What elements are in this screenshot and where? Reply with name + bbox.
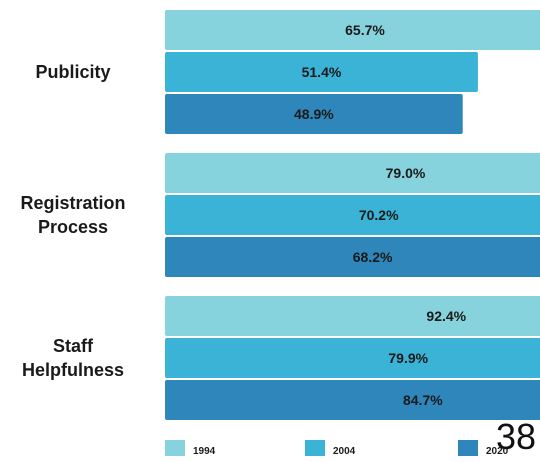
bar-value-label: 92.4% [426,308,466,324]
bar-value-label: 51.4% [302,64,342,80]
category-label: Staff [53,336,94,356]
bar-value-label: 68.2% [353,249,393,265]
bar-value-label: 84.7% [403,392,443,408]
bar [165,195,540,235]
bar-value-label: 79.9% [388,350,428,366]
legend-swatch [305,440,325,456]
legend-swatch [458,440,478,456]
bar-value-label: 70.2% [359,207,399,223]
legend-label: 2004 [333,446,356,457]
bar-value-label: 79.0% [386,165,426,181]
bar [165,52,478,92]
legend-label: 2020 [486,446,509,457]
category-label: Publicity [35,62,110,82]
bar-value-label: 48.9% [294,106,334,122]
bar-value-label: 65.7% [345,22,385,38]
legend-label: 1994 [193,446,216,457]
bar [165,153,540,193]
bar [165,94,463,134]
category-label: Process [38,217,108,237]
bar [165,237,540,277]
page-number: 38 [495,416,536,457]
legend-swatch [165,440,185,456]
bar [165,10,540,50]
category-label: Helpfulness [22,360,124,380]
bar [165,296,540,336]
bar [165,380,540,420]
bar [165,338,540,378]
category-label: Registration [20,193,125,213]
